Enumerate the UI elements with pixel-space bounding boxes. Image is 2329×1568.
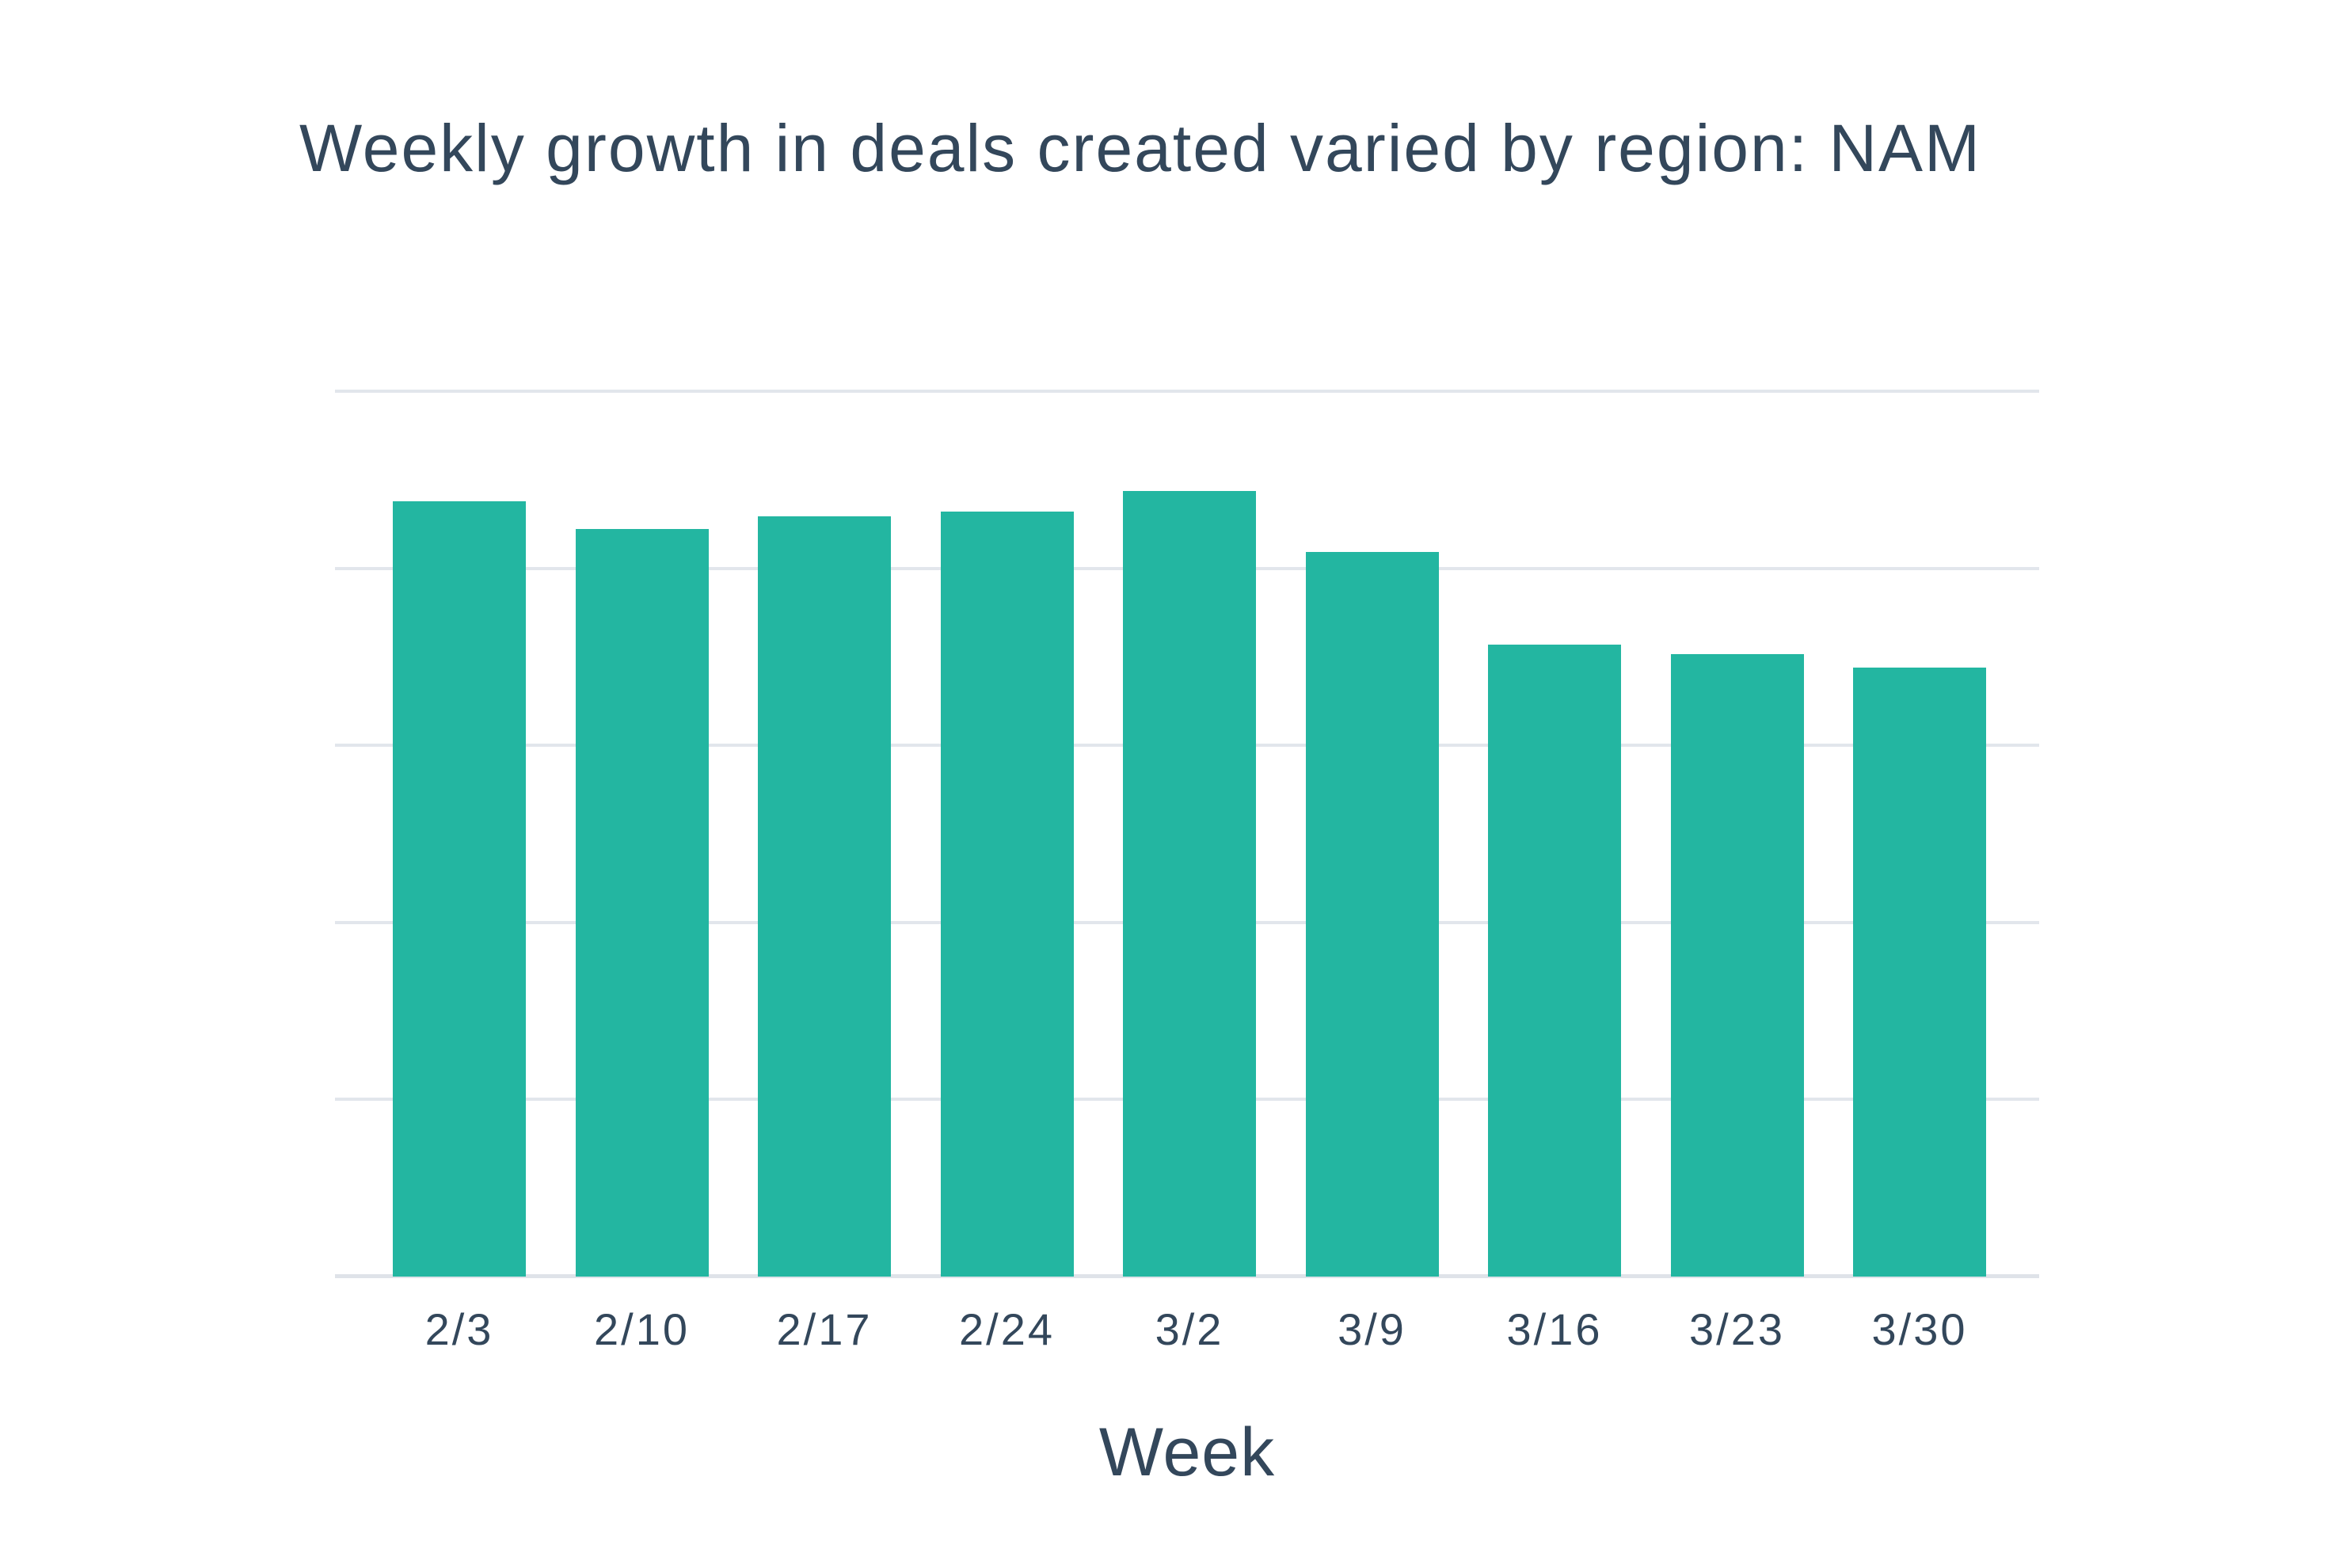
x-tick-label: 2/24 xyxy=(959,1304,1055,1354)
x-tick-label: 3/16 xyxy=(1506,1304,1603,1354)
bar[interactable] xyxy=(1305,552,1439,1277)
plot-area xyxy=(335,390,2039,1278)
x-axis-tick-labels: 2/3 2/10 2/17 2/24 3/2 3/9 3/16 3/23 3/30 xyxy=(393,1306,1986,1353)
bar[interactable] xyxy=(575,529,709,1277)
x-tick-label: 3/30 xyxy=(1871,1304,1968,1354)
x-tick-label: 3/2 xyxy=(1155,1304,1224,1354)
x-tick-label: 3/9 xyxy=(1338,1304,1406,1354)
bar[interactable] xyxy=(1123,491,1256,1277)
chart-title: Weekly growth in deals created varied by… xyxy=(299,111,1982,185)
x-tick-label: 2/17 xyxy=(776,1304,873,1354)
bar-series xyxy=(393,391,1986,1277)
x-axis-title: Week xyxy=(1098,1414,1276,1490)
bar[interactable] xyxy=(940,512,1074,1277)
gridline xyxy=(335,390,2039,393)
x-tick-label: 3/23 xyxy=(1689,1304,1785,1354)
x-tick-label: 2/10 xyxy=(594,1304,690,1354)
bar[interactable] xyxy=(393,500,526,1277)
bar[interactable] xyxy=(1853,667,1986,1277)
bar[interactable] xyxy=(1670,654,1804,1277)
bar[interactable] xyxy=(1488,644,1621,1277)
x-tick-label: 2/3 xyxy=(424,1304,494,1354)
bar[interactable] xyxy=(758,516,891,1277)
